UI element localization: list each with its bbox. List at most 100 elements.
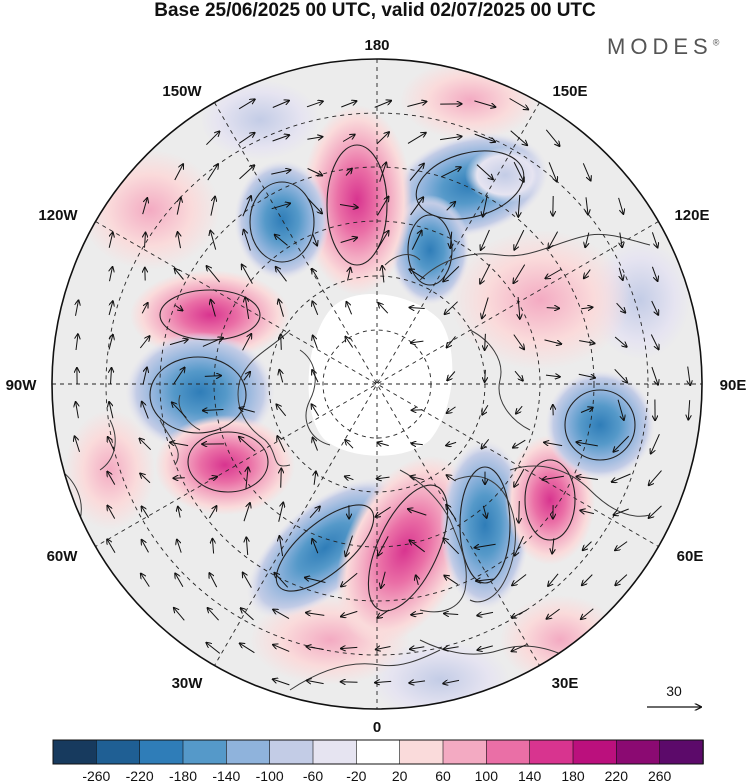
wind-arrow <box>108 301 113 316</box>
wind-arrow <box>109 402 114 419</box>
wind-arrow <box>279 370 282 383</box>
wind-arrow <box>175 269 184 280</box>
lon-label-30e: 30E <box>552 675 579 692</box>
wind-arrow <box>271 203 291 210</box>
wind-arrow <box>545 269 562 279</box>
low-w145 <box>234 160 330 280</box>
wind-arrow <box>440 167 461 178</box>
wind-arrow <box>582 574 593 586</box>
wind-arrow <box>620 232 622 248</box>
colorbar-segment <box>52 739 98 765</box>
wind-arrow <box>407 102 426 107</box>
colorbar: -260 -220 -180 -140 -100 -60 -20 20 60 100 140 180 2… <box>52 739 704 783</box>
wind-arrow <box>314 471 316 485</box>
wind-arrow <box>512 609 527 618</box>
wind-arrow <box>107 539 116 554</box>
wind-arrow <box>178 507 180 518</box>
wind-arrow <box>142 402 149 419</box>
wind-arrow <box>376 132 389 145</box>
colorbar-tick-label: -20 <box>346 768 366 783</box>
wind-arrow <box>485 333 486 350</box>
wind-arrow <box>341 572 358 586</box>
lon-label-150e: 150E <box>552 83 587 100</box>
wind-arrow <box>271 170 290 175</box>
wind-arrow <box>107 471 116 485</box>
colorbar-segment <box>529 739 574 765</box>
wind-arrow <box>243 372 250 381</box>
wind-arrow <box>444 614 459 615</box>
colorbar-frame <box>52 739 704 765</box>
wind-arrow <box>485 369 486 382</box>
wind-arrow <box>514 229 525 250</box>
wind-arrow <box>208 506 216 519</box>
wind-arrow <box>443 680 460 683</box>
wind-arrow <box>175 304 182 310</box>
wind-arrow <box>312 370 319 383</box>
wind-arrow <box>447 371 456 381</box>
wind-arrow <box>474 100 495 107</box>
wind-arrow <box>207 608 219 621</box>
wind-arrow <box>377 477 390 479</box>
wind-arrow <box>477 645 493 650</box>
colorbar-tick-label: 60 <box>435 768 451 783</box>
wind-arrow <box>242 264 253 284</box>
wind-arrow <box>345 440 354 449</box>
colorbar-tick-label: 180 <box>561 768 585 783</box>
wind-arrow <box>477 612 494 615</box>
wind-arrow <box>513 264 526 284</box>
wind-arrow <box>651 300 659 315</box>
lon-label-0: 0 <box>373 719 381 736</box>
colorbar-segment <box>486 739 531 765</box>
wind-arrow <box>279 299 284 317</box>
colorbar-segment <box>356 739 401 765</box>
wind-arrow <box>210 230 217 250</box>
wind-arrow <box>206 266 220 283</box>
wind-arrow <box>545 129 559 146</box>
wind-arrow <box>177 539 182 553</box>
colorbar-tick-label: 220 <box>605 768 629 783</box>
wind-arrow <box>440 136 462 139</box>
anomaly-shading <box>65 60 690 709</box>
colorbar-tick-label: -100 <box>256 768 284 783</box>
wind-arrow <box>345 337 354 348</box>
wind-arrow <box>238 133 255 144</box>
wind-arrow <box>382 266 384 283</box>
wind-arrow <box>209 573 218 588</box>
wind-arrow <box>410 647 425 649</box>
wind-arrow <box>241 608 254 621</box>
wind-arrow <box>548 162 557 181</box>
map-disc <box>52 59 702 709</box>
colorbar-tick-label: -60 <box>303 768 323 783</box>
wind-arrow <box>411 613 424 615</box>
wind-arrow <box>109 232 113 248</box>
wind-arrow <box>447 406 456 413</box>
map-border <box>51 58 703 710</box>
wind-arrow <box>239 408 255 413</box>
lon-label-60e: 60E <box>677 548 704 565</box>
wind-arrow <box>519 500 520 523</box>
wind-arrow <box>586 197 588 214</box>
wind-arrow <box>341 101 356 108</box>
wind-arrow <box>306 680 324 683</box>
wind-arrow <box>409 164 424 181</box>
brand-name: MODES <box>607 34 713 59</box>
wind-arrow <box>374 101 392 108</box>
wind-arrow <box>206 131 219 146</box>
colorbar-tick-label: 140 <box>518 768 542 783</box>
colorbar-tick-label: 260 <box>648 768 672 783</box>
wind-arrow <box>313 335 318 349</box>
wind-arrow <box>444 575 459 586</box>
lon-label-30w: 30W <box>172 675 204 692</box>
wind-arrow <box>381 571 386 588</box>
colorbar-segment <box>96 739 141 765</box>
wind-arrow <box>212 539 213 554</box>
wind-arrow <box>616 302 626 313</box>
wind-arrow <box>411 341 424 343</box>
wind-arrow <box>544 339 562 344</box>
wind-arrow <box>108 335 113 350</box>
wind-arrow <box>379 162 387 182</box>
wind-arrow <box>446 442 457 445</box>
wind-arrow <box>513 161 524 182</box>
wind-arrow <box>584 269 591 279</box>
wind-arrow <box>142 540 149 553</box>
